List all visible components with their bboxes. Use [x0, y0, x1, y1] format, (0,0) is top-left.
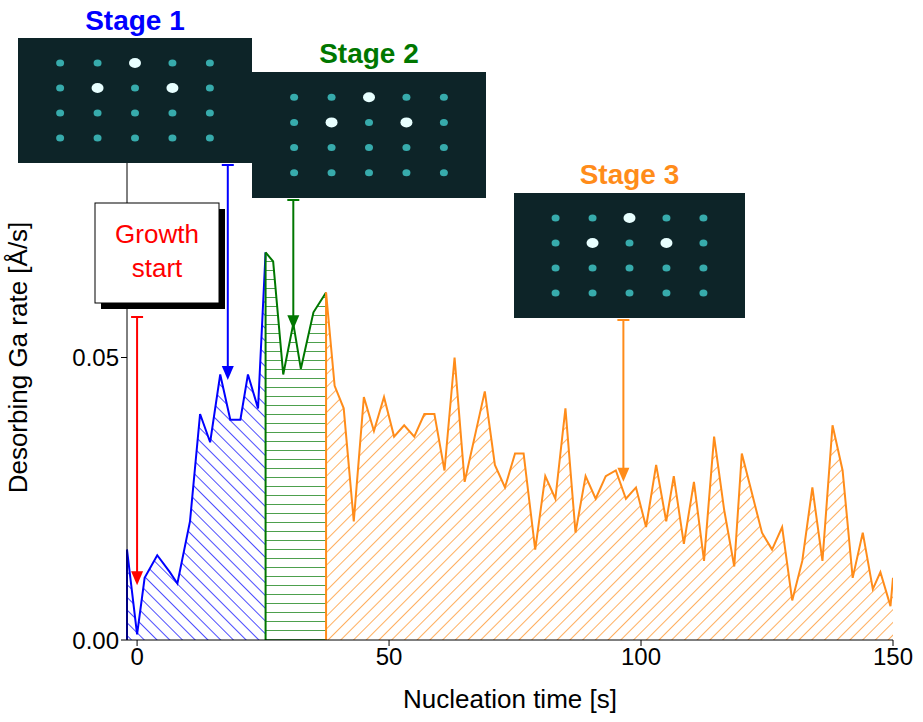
svg-text:Nucleation time [s]: Nucleation time [s]	[403, 684, 617, 714]
svg-text:50: 50	[376, 643, 403, 670]
svg-text:150: 150	[873, 643, 913, 670]
svg-text:100: 100	[621, 643, 661, 670]
svg-text:0.05: 0.05	[72, 344, 119, 371]
svg-text:Stage 3: Stage 3	[580, 159, 680, 190]
svg-text:start: start	[132, 253, 183, 283]
svg-text:Growth: Growth	[115, 219, 199, 249]
svg-text:Stage 2: Stage 2	[319, 38, 419, 69]
svg-text:0.00: 0.00	[72, 627, 119, 654]
svg-text:Stage 1: Stage 1	[85, 5, 185, 36]
svg-text:0: 0	[130, 643, 143, 670]
svg-text:Desorbing Ga rate [Å/s]: Desorbing Ga rate [Å/s]	[3, 222, 33, 494]
